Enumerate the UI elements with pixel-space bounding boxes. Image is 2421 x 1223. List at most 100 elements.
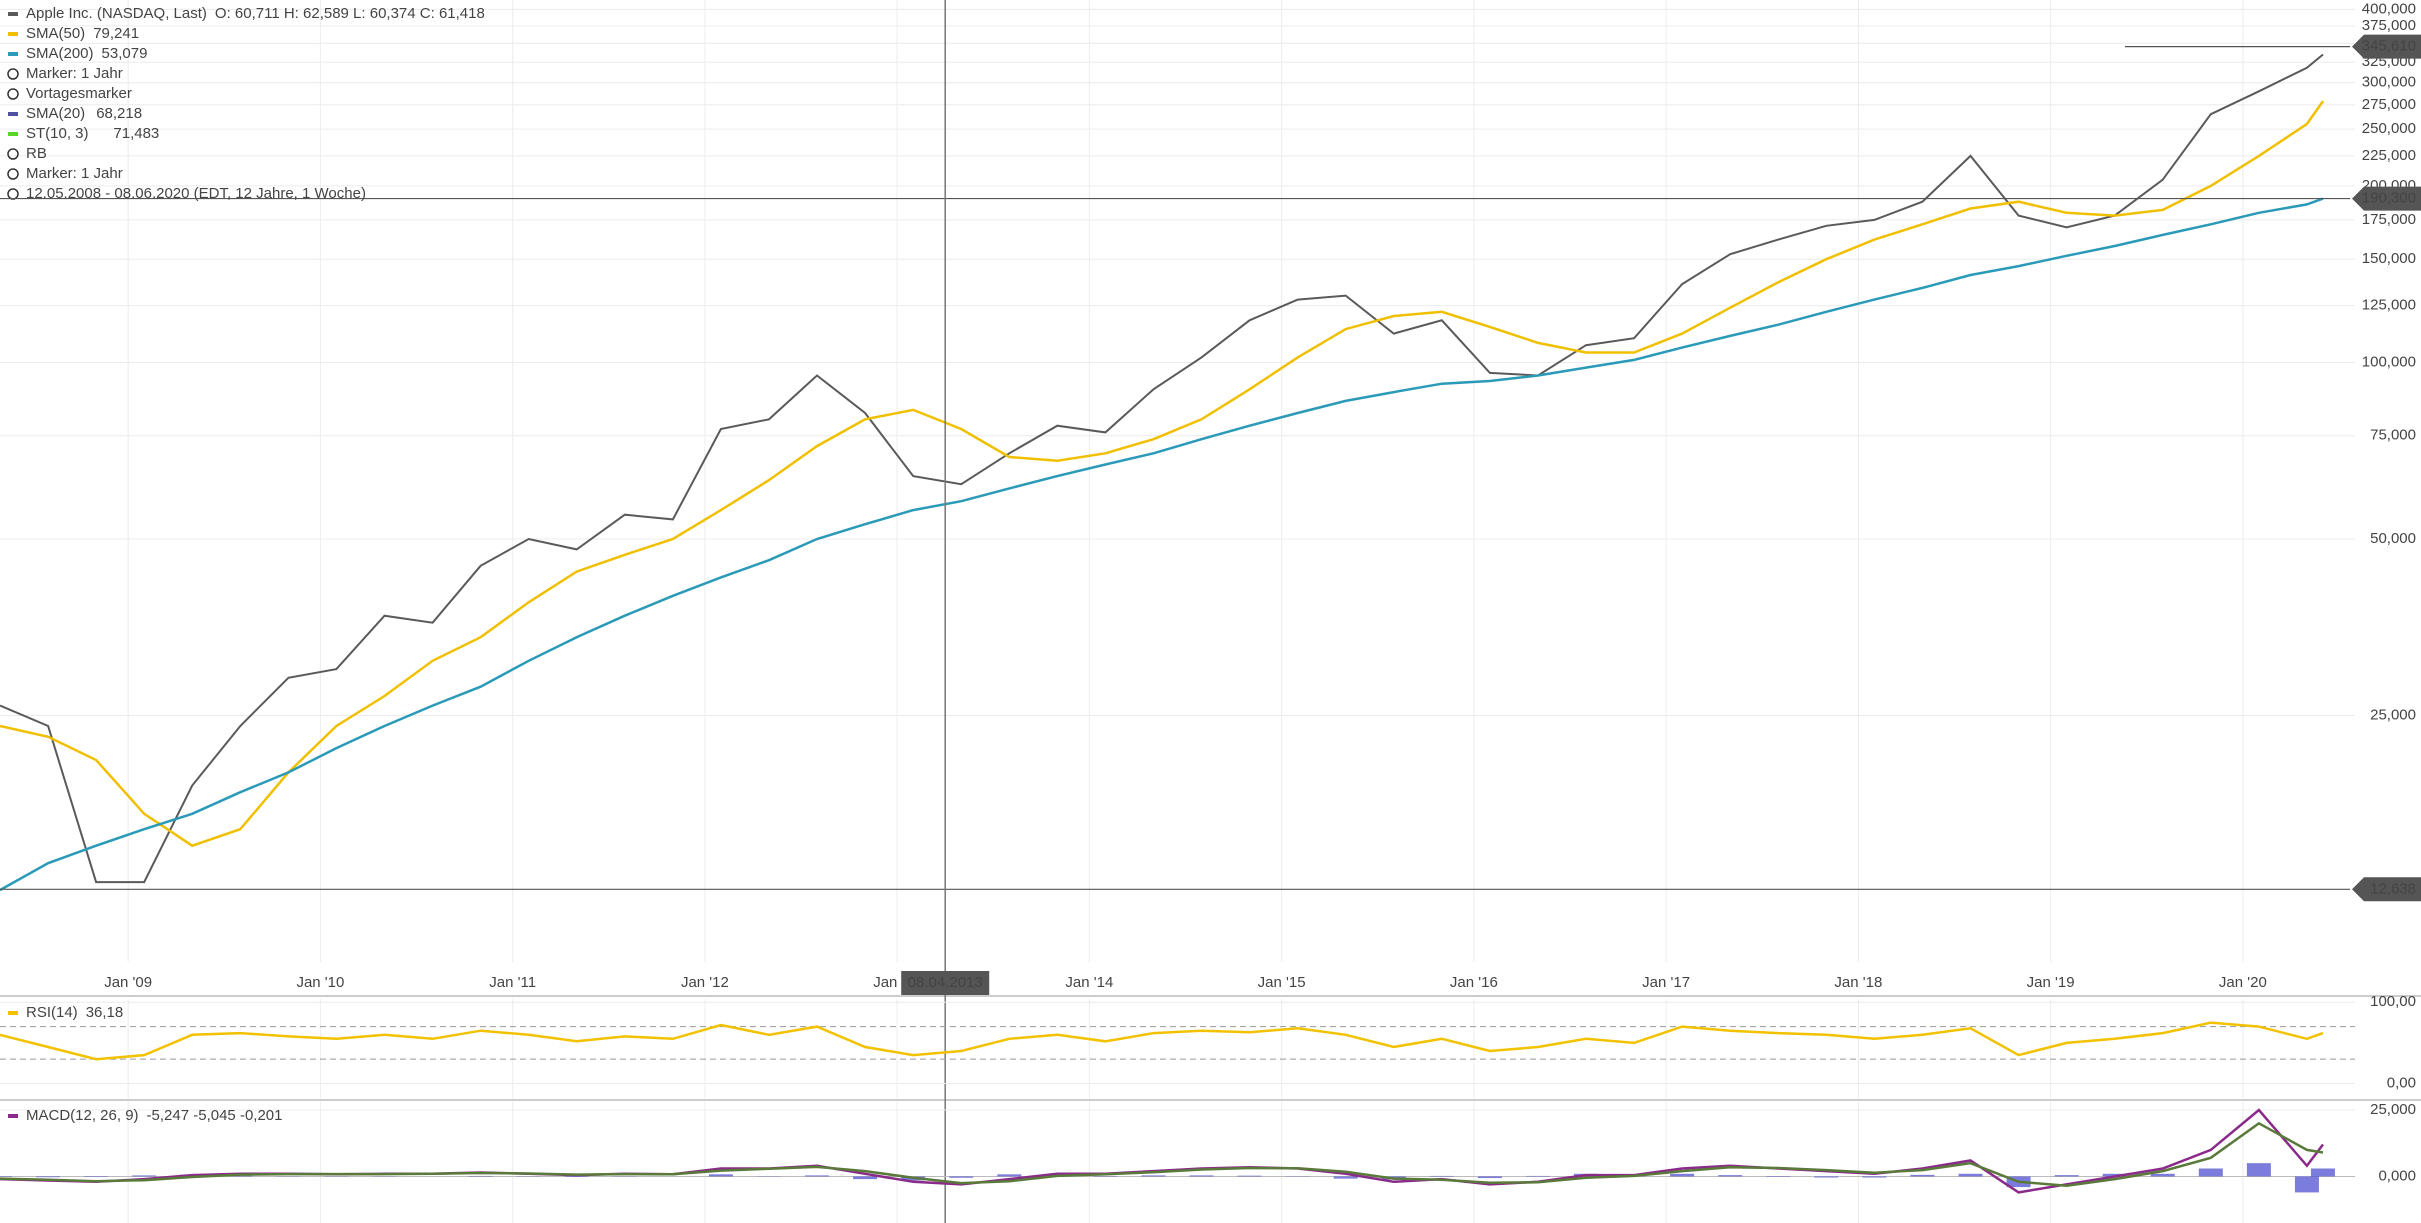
x-tick-label: Jan '16 [1450,974,1498,991]
legend-swatch [8,52,18,56]
legend-icon [7,188,19,200]
histogram-bar [805,1175,830,1177]
legend-value: 71,483 [113,125,159,142]
x-tick-label: Jan '19 [2027,974,2075,991]
legend-swatch [8,12,18,16]
y-tick-label: 250,000 [2362,120,2416,137]
legend-value: 68,218 [96,105,142,122]
y-tick-label: 50,000 [2370,530,2416,547]
histogram-bar [1477,1176,1502,1179]
histogram-bar [564,1176,589,1177]
histogram-bar [2294,1176,2319,1193]
legend-label: Apple Inc. (NASDAQ, Last) O: 60,711 H: 62… [26,5,485,22]
histogram-bar [2198,1168,2223,1177]
x-tick-label: Jan '12 [681,974,729,991]
histogram-bar [1958,1173,1983,1177]
legend-label: SMA(50) 79,241 [26,25,139,42]
legend-label: Vortagesmarker [26,85,132,102]
legend-name: RSI(14) [26,1004,78,1021]
x-tick-label: Jan '20 [2219,974,2267,991]
legend-name: SMA(50) [26,25,85,42]
x-tick-label: Jan '10 [296,974,344,991]
histogram-bar [84,1176,109,1177]
histogram-bar [1766,1176,1791,1177]
legend-label: Marker: 1 Jahr [26,65,123,82]
y-tick-label: 150,000 [2362,250,2416,267]
histogram-bar [1237,1175,1262,1177]
crosshair-tag [901,971,990,995]
histogram-bar [1333,1176,1358,1179]
price-tag [2352,34,2421,59]
price-tag-label: 190,300 [2362,190,2416,207]
y-tick-label: 400,000 [2362,0,2416,17]
y-tick-label: 0,000 [2378,1167,2416,1184]
histogram-bar [1862,1176,1887,1178]
series-line [0,53,2324,884]
legend-label: RB [26,145,47,162]
legend-label: SMA(200) 53,079 [26,45,147,62]
series-line [0,100,2325,848]
histogram-bar [708,1174,733,1177]
histogram-bar [0,1176,12,1177]
histogram-bar [997,1174,1022,1177]
price-tag [2352,186,2421,211]
legend-label: ST(10, 3) [26,125,89,142]
series-line [0,197,2324,892]
histogram-bar [1189,1175,1214,1177]
x-tick-label: Jan '15 [1258,974,1306,991]
legend-icon [7,88,19,100]
y-tick-label: 100,000 [2362,353,2416,370]
legend-label: Marker: 1 Jahr [26,165,123,182]
histogram-bar [1141,1175,1166,1177]
y-tick-label: 0,00 [2387,1075,2416,1092]
histogram-bar [36,1176,61,1178]
legend-name: SMA(200) [26,45,94,62]
y-tick-label: 275,000 [2362,96,2416,113]
crosshair-label: 08.04.2013 [908,974,983,991]
x-tick-label: Jan '11 [489,974,536,991]
legend-swatch [8,112,18,116]
histogram-bar [1525,1175,1550,1177]
price-tag-label: 12,638 [2370,880,2416,897]
histogram-bar [1910,1174,1935,1177]
histogram-bar [2310,1168,2335,1177]
legend-icon [7,148,19,160]
histogram-bar [2246,1163,2271,1177]
y-tick-label: 300,000 [2362,74,2416,91]
legend-label: MACD(12, 26, 9) -5,247 -5,045 -0,201 [26,1107,282,1124]
price-tag [2352,877,2421,902]
legend-swatch [8,32,18,36]
legend-value: -5,247 -5,045 -0,201 [147,1107,283,1124]
x-tick-label: Jan '09 [104,974,152,991]
legend-icon [7,168,19,180]
histogram-bar [853,1176,878,1180]
series-line [0,1108,2324,1194]
legend-name: MACD(12, 26, 9) [26,1107,139,1124]
legend-value: O: 60,711 H: 62,589 L: 60,374 C: 61,418 [215,5,485,22]
legend-name: Apple Inc. (NASDAQ, Last) [26,5,207,22]
histogram-bar [1093,1175,1118,1177]
histogram-bar [1670,1173,1695,1177]
legend-swatch [8,1011,18,1015]
price-tag-label: 345,610 [2362,38,2416,55]
y-tick-label: 175,000 [2362,211,2416,228]
histogram-bar [468,1175,493,1177]
histogram-bar [1814,1176,1839,1178]
series-line [0,1021,2324,1061]
histogram-bar [1718,1175,1743,1177]
legend-label: RSI(14) 36,18 [26,1004,123,1021]
histogram-bar [2054,1175,2079,1177]
histogram-bar [2102,1173,2127,1177]
series-line [0,1121,2324,1188]
histogram-bar [228,1175,253,1177]
y-tick-label: 100,00 [2370,993,2416,1010]
legend-value: 36,18 [86,1004,124,1021]
range-label: 12.05.2008 - 08.06.2020 (EDT, 12 Jahre, … [26,185,366,202]
legend-swatch [8,132,18,136]
legend-swatch [8,1114,18,1118]
y-tick-label: 375,000 [2362,17,2416,34]
x-tick-label: Jan '14 [1065,974,1113,991]
legend-value: 79,241 [93,25,139,42]
legend-label: SMA(20) [26,105,85,122]
